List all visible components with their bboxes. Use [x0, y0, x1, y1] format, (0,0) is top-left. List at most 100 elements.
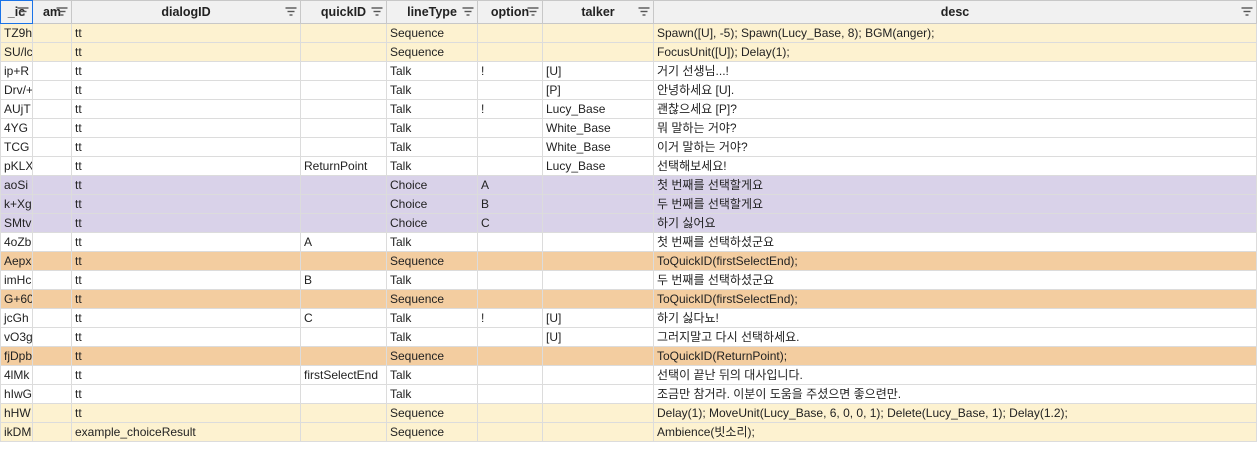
table-cell[interactable]	[32, 270, 72, 290]
table-cell[interactable]: Sequence	[386, 42, 478, 62]
table-cell[interactable]: Talk	[386, 365, 478, 385]
table-cell[interactable]	[477, 422, 543, 442]
column-header-3[interactable]: quickID	[300, 0, 387, 24]
table-cell[interactable]	[32, 422, 72, 442]
table-cell[interactable]	[32, 384, 72, 404]
filter-icon[interactable]	[56, 6, 68, 17]
table-cell[interactable]: tt	[71, 213, 301, 233]
table-cell[interactable]: ikDM	[0, 422, 33, 442]
table-cell[interactable]: Choice	[386, 175, 478, 195]
table-cell[interactable]	[300, 61, 387, 81]
table-cell[interactable]	[542, 232, 654, 252]
table-cell[interactable]: 뭐 말하는 거야?	[653, 118, 1257, 138]
table-cell[interactable]: White_Base	[542, 118, 654, 138]
table-cell[interactable]: 하기 싫어요	[653, 213, 1257, 233]
table-cell[interactable]: tt	[71, 99, 301, 119]
table-cell[interactable]: AUjT	[0, 99, 33, 119]
table-cell[interactable]: tt	[71, 80, 301, 100]
table-cell[interactable]	[542, 289, 654, 309]
table-cell[interactable]: 두 번째를 선택할게요	[653, 194, 1257, 214]
table-cell[interactable]: [U]	[542, 327, 654, 347]
filter-icon[interactable]	[527, 6, 539, 17]
table-cell[interactable]: 4lMk	[0, 365, 33, 385]
table-cell[interactable]: vO3g	[0, 327, 33, 347]
table-cell[interactable]	[32, 213, 72, 233]
table-cell[interactable]: tt	[71, 175, 301, 195]
table-cell[interactable]	[542, 384, 654, 404]
table-cell[interactable]	[542, 365, 654, 385]
table-cell[interactable]: ToQuickID(ReturnPoint);	[653, 346, 1257, 366]
table-cell[interactable]: imHc	[0, 270, 33, 290]
table-cell[interactable]: aoSi	[0, 175, 33, 195]
table-cell[interactable]: 선택이 끝난 뒤의 대사입니다.	[653, 365, 1257, 385]
table-cell[interactable]	[477, 232, 543, 252]
table-cell[interactable]: TCG	[0, 137, 33, 157]
table-cell[interactable]: ReturnPoint	[300, 156, 387, 176]
table-cell[interactable]	[300, 99, 387, 119]
table-cell[interactable]: Talk	[386, 80, 478, 100]
filter-icon[interactable]	[638, 6, 650, 17]
table-cell[interactable]	[32, 194, 72, 214]
table-cell[interactable]	[477, 23, 543, 43]
table-cell[interactable]: Choice	[386, 213, 478, 233]
table-cell[interactable]	[542, 42, 654, 62]
table-cell[interactable]	[32, 118, 72, 138]
table-cell[interactable]	[300, 384, 387, 404]
table-cell[interactable]	[300, 213, 387, 233]
table-cell[interactable]	[300, 327, 387, 347]
table-cell[interactable]: Sequence	[386, 289, 478, 309]
table-cell[interactable]: FocusUnit([U]); Delay(1);	[653, 42, 1257, 62]
table-cell[interactable]: 이거 말하는 거야?	[653, 137, 1257, 157]
table-cell[interactable]: tt	[71, 346, 301, 366]
column-header-0[interactable]: _ic	[0, 0, 33, 24]
table-cell[interactable]	[32, 289, 72, 309]
table-cell[interactable]: 괜찮으세요 [P]?	[653, 99, 1257, 119]
table-cell[interactable]: TZ9h	[0, 23, 33, 43]
table-cell[interactable]	[300, 194, 387, 214]
table-cell[interactable]	[542, 23, 654, 43]
table-cell[interactable]: Delay(1); MoveUnit(Lucy_Base, 6, 0, 0, 1…	[653, 403, 1257, 423]
filter-icon[interactable]	[1241, 6, 1253, 17]
table-cell[interactable]: tt	[71, 403, 301, 423]
table-cell[interactable]: 선택해보세요!	[653, 156, 1257, 176]
table-cell[interactable]	[32, 42, 72, 62]
table-cell[interactable]	[477, 384, 543, 404]
table-cell[interactable]	[542, 175, 654, 195]
table-cell[interactable]	[542, 403, 654, 423]
table-cell[interactable]	[477, 156, 543, 176]
table-cell[interactable]	[32, 403, 72, 423]
table-cell[interactable]	[477, 270, 543, 290]
table-cell[interactable]: fjDpb	[0, 346, 33, 366]
table-cell[interactable]	[32, 80, 72, 100]
table-cell[interactable]: jcGh	[0, 308, 33, 328]
column-header-2[interactable]: dialogID	[71, 0, 301, 24]
table-cell[interactable]	[477, 251, 543, 271]
table-cell[interactable]: 거기 선생님...!	[653, 61, 1257, 81]
table-cell[interactable]: SU/lc	[0, 42, 33, 62]
table-cell[interactable]	[300, 289, 387, 309]
table-cell[interactable]: 조금만 참거라. 이분이 도움을 주셨으면 좋으련만.	[653, 384, 1257, 404]
table-cell[interactable]: A	[477, 175, 543, 195]
table-cell[interactable]: Talk	[386, 308, 478, 328]
table-cell[interactable]	[477, 42, 543, 62]
table-cell[interactable]: Choice	[386, 194, 478, 214]
table-cell[interactable]	[300, 346, 387, 366]
table-cell[interactable]: B	[477, 194, 543, 214]
table-cell[interactable]: Lucy_Base	[542, 156, 654, 176]
table-cell[interactable]: Talk	[386, 156, 478, 176]
column-header-4[interactable]: lineType	[386, 0, 478, 24]
filter-icon[interactable]	[462, 6, 474, 17]
table-cell[interactable]	[32, 232, 72, 252]
table-cell[interactable]: Talk	[386, 232, 478, 252]
table-cell[interactable]: tt	[71, 384, 301, 404]
table-cell[interactable]: Drv/+	[0, 80, 33, 100]
table-cell[interactable]	[542, 422, 654, 442]
table-cell[interactable]: B	[300, 270, 387, 290]
table-cell[interactable]	[477, 365, 543, 385]
table-cell[interactable]	[32, 365, 72, 385]
table-cell[interactable]	[300, 175, 387, 195]
table-cell[interactable]: tt	[71, 327, 301, 347]
table-cell[interactable]: [U]	[542, 308, 654, 328]
table-cell[interactable]: tt	[71, 61, 301, 81]
table-cell[interactable]: 첫 번째를 선택할게요	[653, 175, 1257, 195]
